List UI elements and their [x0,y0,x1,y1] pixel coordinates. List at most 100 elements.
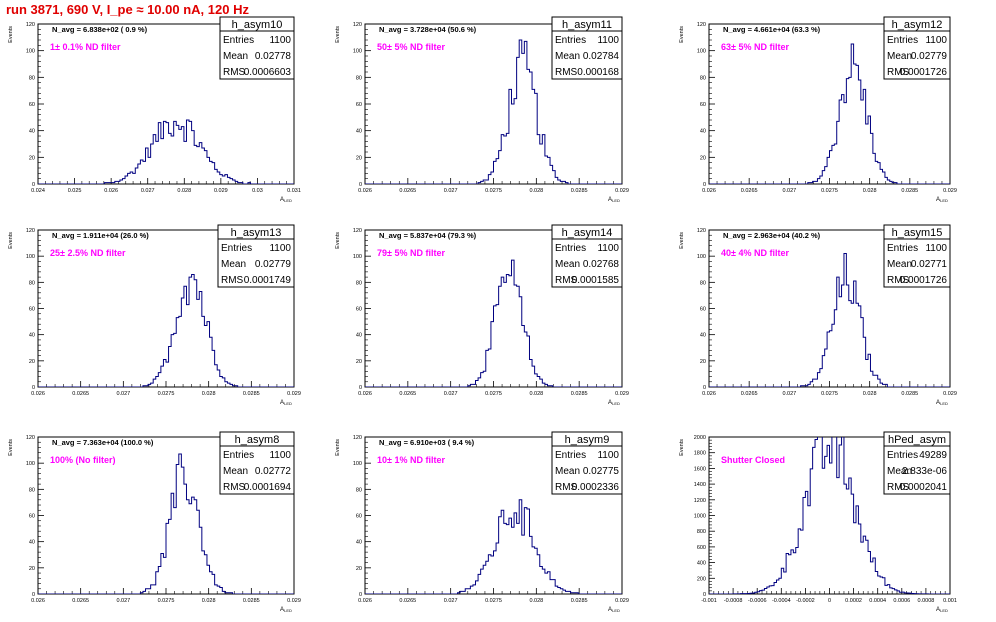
stats-box [219,16,295,80]
stat-label: Entries [887,450,918,461]
x-tick-label: 0.028 [202,598,216,604]
stat-label: Entries [887,243,918,254]
filter-label: 50± 5% ND filter [377,42,445,52]
stats-box [883,431,951,495]
x-tick-label: 0.026 [31,391,45,397]
x-axis-title-subscript: LED [940,198,948,203]
histogram-name: h_asym15 [892,227,943,239]
y-tick-label: 40 [356,333,362,339]
y-tick-label: 100 [353,254,362,260]
histogram-series [709,43,950,184]
x-tick-label: 0.029 [943,188,957,194]
panel-h_asym14: 0 20 40 60 80 100 120 0.026 0.0265 0.027 0.0275 0.0… [335,224,629,406]
x-tick-label: 0.0275 [158,598,175,604]
y-tick-label: 40 [700,129,706,135]
x-axis-title: A [608,607,612,613]
stats-box [551,16,623,80]
y-axis-title: Events [335,232,341,249]
y-tick-label: 1400 [694,482,706,488]
stat-value: 0.02784 [583,51,620,62]
filter-label: 63± 5% ND filter [721,42,789,52]
stat-value: 0.02768 [583,259,620,270]
y-axis-title: Events [679,232,685,249]
y-axis-title: Events [335,439,341,456]
filter-label: 40± 4% ND filter [721,248,789,258]
x-axis-title-subscript: LED [940,608,948,613]
x-tick-label: 0.0265 [741,188,758,194]
y-tick-label: 0 [359,592,362,598]
x-tick-label: 0.0275 [158,391,175,397]
histogram-name: h_asym12 [892,19,943,31]
filter-label: 25± 2.5% ND filter [50,248,126,258]
y-tick-label: 80 [356,280,362,286]
stat-value: 49289 [919,450,947,461]
x-tick-label: 0.0008 [917,598,934,604]
x-tick-label: 0.028 [529,188,543,194]
stat-value: 0.0001726 [900,67,948,78]
stat-value: 1100 [925,35,947,46]
x-axis-title-subscript: LED [612,401,620,406]
x-axis-title-subscript: LED [612,198,620,203]
y-tick-label: 400 [697,561,706,567]
stat-label: RMS [887,275,910,286]
stat-label: Entries [555,450,586,461]
y-tick-label: 20 [700,155,706,161]
y-tick-label: 40 [29,540,35,546]
stat-label: Mean [555,259,580,270]
y-tick-label: 60 [29,102,35,108]
x-tick-label: 0.031 [287,188,301,194]
x-tick-label: 0.029 [287,598,301,604]
y-tick-label: 60 [356,307,362,313]
y-tick-label: 100 [353,49,362,55]
y-tick-label: 80 [700,75,706,81]
histogram-series [709,253,950,387]
navg-label: N_avg = 2.963e+04 (40.2 %) [723,231,821,240]
x-tick-label: 0.028 [529,391,543,397]
x-tick-label: 0.0285 [243,391,260,397]
x-tick-label: 0.001 [943,598,957,604]
x-tick-label: 0.029 [615,188,629,194]
x-tick-label: 0.0275 [485,188,502,194]
panel-h_asym13: 0 20 40 60 80 100 120 0.026 0.0265 0.027 0.0275 0.0… [8,224,301,406]
x-tick-label: 0.0004 [869,598,886,604]
y-tick-label: 0 [359,385,362,391]
y-tick-label: 120 [26,228,35,234]
x-tick-label: 0.0265 [72,598,89,604]
histogram-series [38,453,294,594]
x-tick-label: 0.0285 [901,391,918,397]
x-axis-title: A [280,400,284,406]
y-tick-label: 200 [697,576,706,582]
x-tick-label: 0.026 [702,188,716,194]
x-axis-title: A [936,607,940,613]
stat-label: Mean [887,259,912,270]
stat-label: Mean [223,466,248,477]
x-tick-label: 0.027 [782,391,796,397]
x-tick-label: -0.0004 [772,598,791,604]
y-tick-label: 100 [26,461,35,467]
x-tick-label: 0.0275 [485,391,502,397]
x-tick-label: 0.0285 [243,598,260,604]
x-axis-title: A [608,400,612,406]
stat-label: Mean [555,51,580,62]
y-tick-label: 0 [359,182,362,188]
stat-value: 0.02779 [911,51,948,62]
x-tick-label: 0.029 [615,391,629,397]
y-tick-label: 40 [356,129,362,135]
y-tick-label: 40 [29,129,35,135]
navg-label: N_avg = 6.838e+02 ( 0.9 %) [52,25,148,34]
histogram-name: h_asym8 [235,434,280,446]
y-tick-label: 120 [353,228,362,234]
x-axis-title-subscript: LED [940,401,948,406]
stat-label: Entries [221,243,252,254]
x-axis-title-subscript: LED [284,198,292,203]
x-tick-label: 0.0275 [485,598,502,604]
x-tick-label: 0.027 [116,598,130,604]
x-tick-label: 0.0265 [399,188,416,194]
x-tick-label: 0.024 [31,188,45,194]
filter-label: Shutter Closed [721,455,785,465]
stat-value: 0.02778 [255,51,292,62]
stat-label: Entries [887,35,918,46]
x-axis-title: A [936,197,940,203]
y-tick-label: 120 [697,228,706,234]
stat-value: 0.0002041 [900,482,948,493]
